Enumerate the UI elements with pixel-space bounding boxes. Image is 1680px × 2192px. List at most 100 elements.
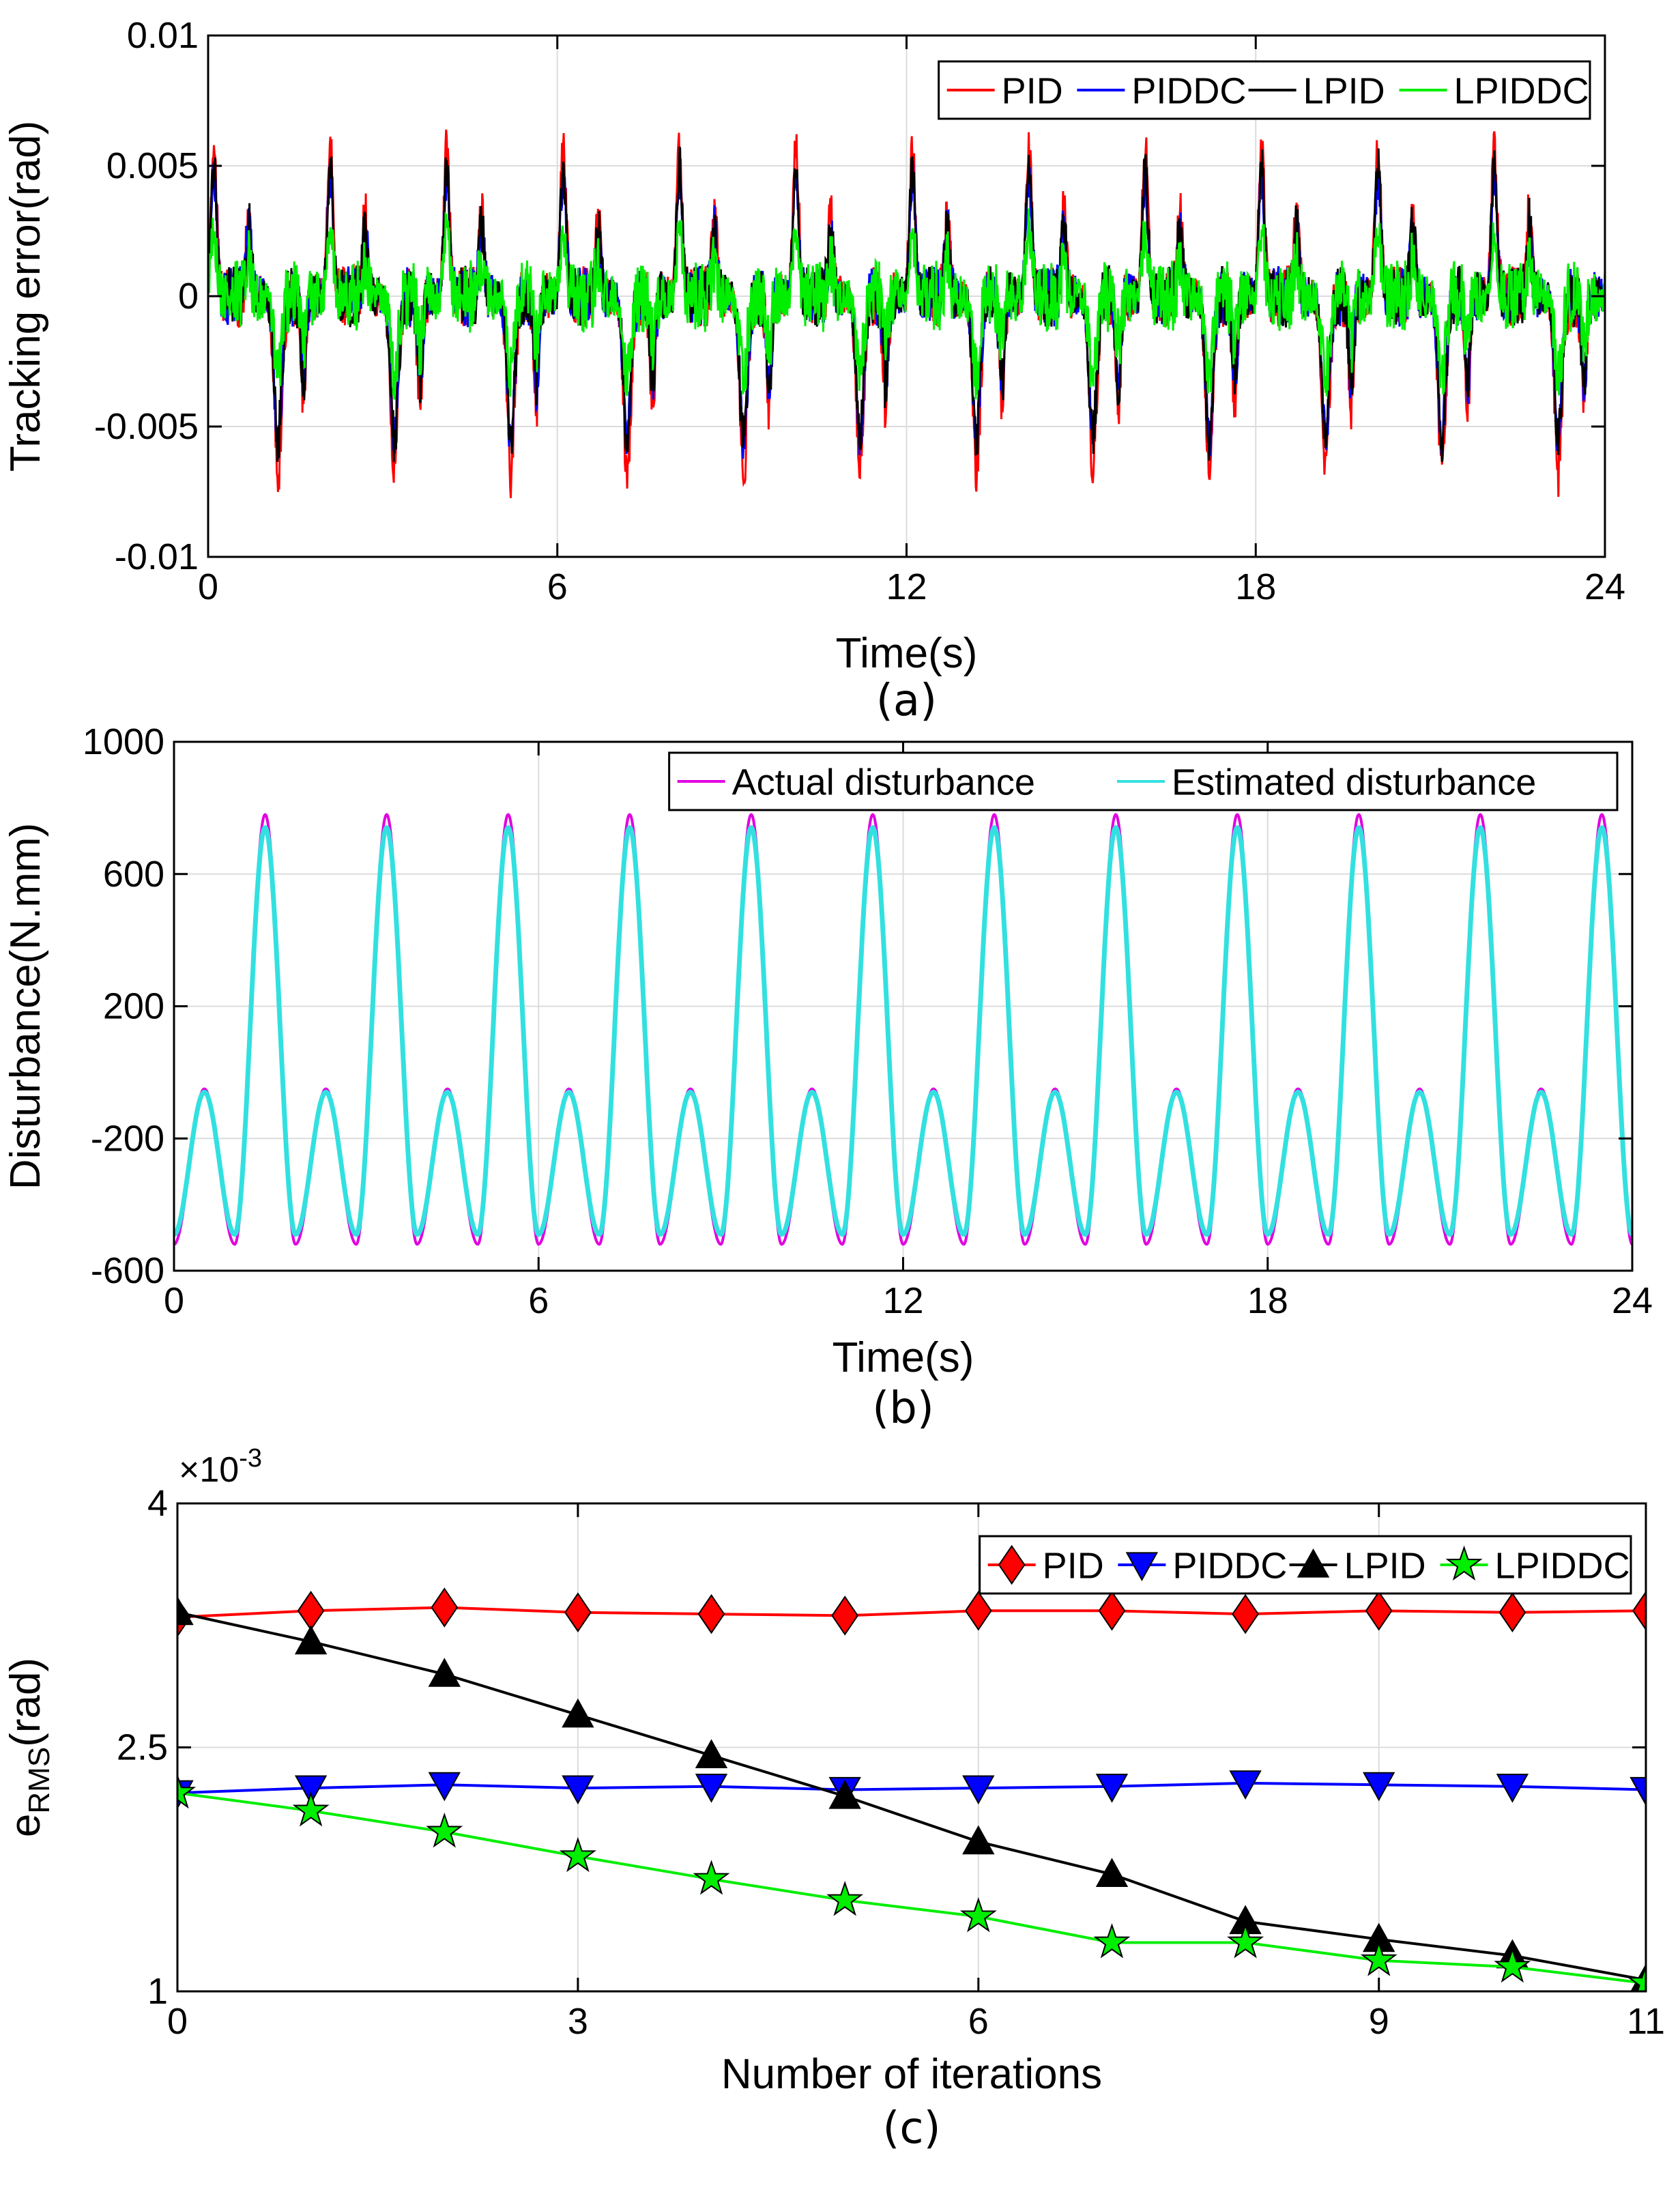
legend-entry: LPID bbox=[1344, 1545, 1426, 1586]
y-tick-label: -200 bbox=[91, 1118, 164, 1159]
data-marker bbox=[831, 1596, 859, 1636]
data-marker bbox=[1632, 1591, 1646, 1631]
y-axis-label-subscript: RMS bbox=[23, 1747, 56, 1814]
x-axis-label: Number of iterations bbox=[721, 2051, 1102, 2098]
data-marker bbox=[1227, 1923, 1264, 1959]
y-axis-label: Disturbance(N.mm) bbox=[2, 823, 49, 1189]
y-axis-label: eRMS(rad) bbox=[2, 1658, 56, 1837]
x-tick-label: 12 bbox=[882, 1280, 923, 1321]
y-tick-label: 1 bbox=[147, 1971, 168, 2012]
y-axis-label: Tracking error(rad) bbox=[2, 121, 49, 472]
data-marker bbox=[294, 1625, 328, 1655]
plot-area bbox=[208, 129, 1605, 498]
legend-entry: PID bbox=[1002, 70, 1063, 111]
plot-area bbox=[174, 813, 1632, 1246]
data-marker bbox=[959, 1897, 997, 1933]
data-marker bbox=[1095, 1774, 1129, 1803]
y-tick-label: -0.01 bbox=[115, 536, 199, 577]
data-marker bbox=[1229, 1770, 1262, 1800]
x-tick-label: 18 bbox=[1235, 566, 1276, 607]
data-marker bbox=[1498, 1592, 1526, 1632]
data-marker bbox=[998, 1544, 1026, 1585]
data-marker bbox=[1232, 1593, 1260, 1634]
data-marker bbox=[564, 1592, 592, 1632]
series-line-piddc bbox=[177, 1781, 1646, 1795]
data-marker bbox=[962, 1825, 995, 1855]
series-line-lpid bbox=[177, 1611, 1646, 1982]
x-tick-label: 6 bbox=[547, 566, 568, 607]
x-axis-label: Time(s) bbox=[836, 630, 978, 677]
x-tick-label: 12 bbox=[886, 566, 927, 607]
y-tick-label: 1000 bbox=[83, 721, 164, 762]
y-tick-label: 4 bbox=[147, 1483, 168, 1524]
data-marker bbox=[292, 1791, 330, 1827]
panel-caption: (c) bbox=[882, 2103, 940, 2154]
plot-area bbox=[177, 1587, 1646, 1991]
y-tick-label: 0.01 bbox=[127, 15, 199, 56]
series-line-lpiddc bbox=[177, 1791, 1646, 1985]
data-marker bbox=[1095, 1858, 1129, 1887]
series-line-actual-disturbance bbox=[174, 813, 1632, 1246]
x-tick-label: 0 bbox=[198, 566, 218, 607]
y-axis-multiplier-exponent: -3 bbox=[239, 1444, 262, 1473]
data-marker bbox=[1297, 1548, 1330, 1578]
y-axis-label-suffix: (rad) bbox=[2, 1658, 49, 1747]
data-marker bbox=[294, 1775, 328, 1805]
y-tick-label: 600 bbox=[103, 854, 164, 895]
x-tick-label: 0 bbox=[167, 2001, 188, 2042]
data-marker bbox=[1098, 1591, 1126, 1631]
data-marker bbox=[1360, 1941, 1397, 1976]
data-marker bbox=[826, 1881, 864, 1916]
legend-entry: LPIDDC bbox=[1495, 1545, 1630, 1586]
data-marker bbox=[695, 1739, 728, 1768]
data-marker bbox=[1365, 1591, 1393, 1631]
y-tick-label: 200 bbox=[103, 986, 164, 1027]
x-tick-label: 11 bbox=[1627, 2001, 1665, 2042]
y-tick-label: 0 bbox=[178, 276, 199, 317]
data-marker bbox=[559, 1836, 597, 1873]
x-tick-label: 9 bbox=[1369, 2001, 1389, 2042]
panel-caption: (a) bbox=[876, 676, 937, 726]
data-marker bbox=[428, 1658, 461, 1687]
legend-entry: PIDDC bbox=[1172, 1545, 1287, 1586]
y-axis-multiplier: ×10-3 bbox=[179, 1444, 262, 1490]
data-marker bbox=[1125, 1552, 1159, 1582]
series-line-pid bbox=[177, 1606, 1646, 1619]
legend-entry: LPID bbox=[1303, 70, 1385, 111]
legend-entry: PIDDC bbox=[1131, 70, 1246, 111]
x-tick-label: 24 bbox=[1584, 566, 1625, 607]
data-marker bbox=[426, 1812, 463, 1848]
x-axis-label: Time(s) bbox=[832, 1334, 974, 1381]
x-tick-label: 6 bbox=[528, 1280, 549, 1321]
chart-panel-a: 0 6 12 18 24 -0.01 -0.005 0 0.005 0.01 Time(s) Trac… bbox=[2, 15, 1625, 726]
y-tick-label: 0.005 bbox=[106, 145, 199, 186]
data-marker bbox=[1363, 1772, 1395, 1802]
data-marker bbox=[177, 1596, 194, 1626]
data-marker bbox=[693, 1860, 730, 1895]
data-marker bbox=[1494, 1947, 1531, 1983]
data-marker bbox=[695, 1774, 728, 1803]
data-marker bbox=[1627, 1963, 1646, 1991]
x-tick-label: 18 bbox=[1247, 1280, 1288, 1321]
data-marker bbox=[431, 1587, 459, 1628]
data-marker bbox=[1630, 1776, 1646, 1806]
data-marker bbox=[428, 1772, 461, 1802]
legend-entry: Actual disturbance bbox=[732, 762, 1035, 803]
legend-entry: Estimated disturbance bbox=[1172, 762, 1536, 803]
x-tick-label: 0 bbox=[164, 1280, 184, 1321]
data-marker bbox=[562, 1775, 594, 1805]
y-tick-label: 2.5 bbox=[117, 1727, 168, 1768]
data-marker bbox=[177, 1773, 197, 1809]
y-tick-label: -0.005 bbox=[94, 406, 199, 447]
data-marker bbox=[1445, 1545, 1483, 1581]
data-marker bbox=[828, 1779, 861, 1809]
x-tick-label: 6 bbox=[968, 2001, 989, 2042]
data-marker bbox=[697, 1593, 725, 1634]
data-marker bbox=[1093, 1923, 1131, 1959]
y-axis-label-main: e bbox=[2, 1814, 49, 1837]
legend-entry: LPIDDC bbox=[1454, 70, 1589, 111]
data-marker bbox=[962, 1775, 995, 1805]
data-marker bbox=[1496, 1774, 1529, 1803]
